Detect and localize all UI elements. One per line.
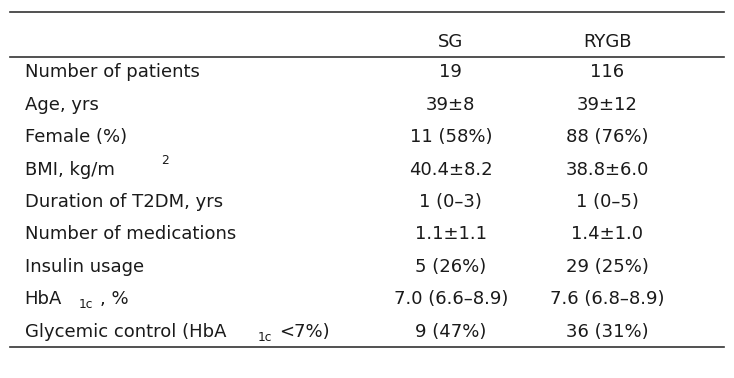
Text: 29 (25%): 29 (25%) [566,258,649,276]
Text: 5 (26%): 5 (26%) [415,258,487,276]
Text: 38.8±6.0: 38.8±6.0 [566,161,649,178]
Text: 39±12: 39±12 [577,96,638,114]
Text: 1 (0–5): 1 (0–5) [576,193,639,211]
Text: Female (%): Female (%) [25,128,127,146]
Text: SG: SG [438,33,463,51]
Text: 7.0 (6.6–8.9): 7.0 (6.6–8.9) [393,290,508,308]
Text: 1.4±1.0: 1.4±1.0 [571,225,644,243]
Text: 40.4±8.2: 40.4±8.2 [409,161,493,178]
Text: HbA: HbA [25,290,62,308]
Text: 2: 2 [161,154,170,167]
Text: Duration of T2DM, yrs: Duration of T2DM, yrs [25,193,222,211]
Text: 11 (58%): 11 (58%) [410,128,492,146]
Text: 7.6 (6.8–8.9): 7.6 (6.8–8.9) [550,290,664,308]
Text: BMI, kg/m: BMI, kg/m [25,161,115,178]
Text: RYGB: RYGB [583,33,632,51]
Text: , %: , % [101,290,129,308]
Text: 1c: 1c [79,298,93,311]
Text: 19: 19 [440,64,462,81]
Text: 36 (31%): 36 (31%) [566,322,649,341]
Text: Age, yrs: Age, yrs [25,96,98,114]
Text: Number of patients: Number of patients [25,64,200,81]
Text: 1.1±1.1: 1.1±1.1 [415,225,487,243]
Text: 1c: 1c [258,331,272,344]
Text: 116: 116 [590,64,625,81]
Text: Glycemic control (HbA: Glycemic control (HbA [25,322,226,341]
Text: Number of medications: Number of medications [25,225,236,243]
Text: 1 (0–3): 1 (0–3) [419,193,482,211]
Text: 39±8: 39±8 [426,96,476,114]
Text: 9 (47%): 9 (47%) [415,322,487,341]
Text: Insulin usage: Insulin usage [25,258,144,276]
Text: <7%): <7%) [280,322,330,341]
Text: 88 (76%): 88 (76%) [566,128,649,146]
